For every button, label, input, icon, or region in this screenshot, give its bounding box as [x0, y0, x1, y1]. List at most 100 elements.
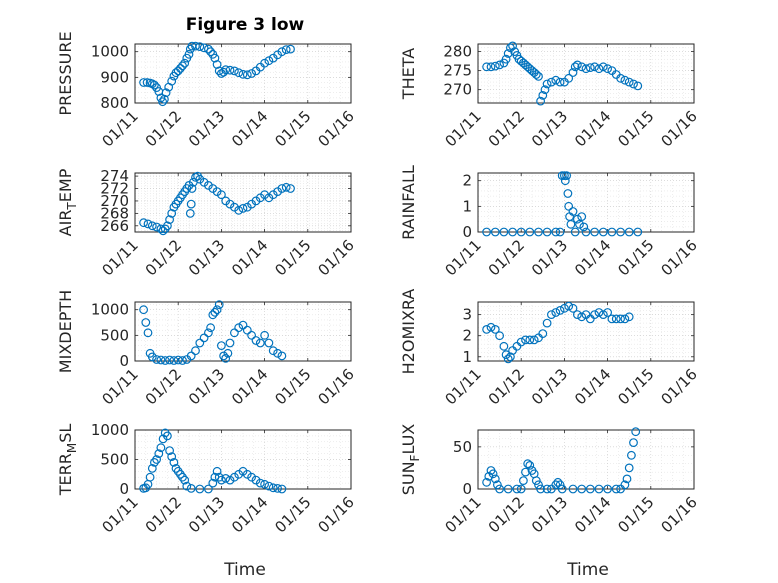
data-point	[624, 227, 634, 237]
data-point	[152, 222, 162, 232]
data-point	[590, 310, 599, 320]
data-point	[486, 322, 496, 332]
y-axis-label-terr_msl: TERRMSL	[56, 424, 79, 497]
data-point	[568, 484, 578, 494]
y-tick-label: 1000	[91, 43, 129, 61]
data-point	[277, 484, 287, 494]
data-point	[199, 333, 209, 343]
data-point	[139, 305, 149, 315]
data-point	[191, 41, 200, 51]
y-tick-label: 0	[119, 352, 129, 370]
x-tick-label: 01/16	[658, 493, 701, 536]
x-tick-label: 01/14	[571, 236, 614, 279]
data-point	[616, 314, 625, 324]
x-tick-label: 01/13	[185, 493, 228, 536]
data-point	[603, 308, 612, 317]
data-point	[603, 484, 612, 494]
x-tick-label: 01/14	[228, 493, 271, 536]
data-point	[225, 199, 235, 209]
x-axis-label-left: Time	[223, 560, 266, 580]
data-point	[501, 54, 511, 64]
data-point	[564, 301, 574, 311]
data-point	[490, 61, 500, 71]
data-point	[598, 62, 608, 72]
data-point	[620, 75, 630, 85]
data-point	[219, 351, 229, 361]
x-tick-label: 01/14	[571, 107, 614, 150]
data-point	[149, 458, 159, 467]
data-point	[167, 208, 177, 218]
y-axis-label-rainfall: RAINFALL	[399, 165, 418, 240]
data-point	[255, 478, 265, 488]
data-point	[221, 65, 231, 75]
data-point	[264, 338, 274, 348]
panel-air_temp: 01/11 01/12 01/13 01/14 01/15 01/162662682702…	[56, 167, 358, 279]
x-tick-label: 01/13	[185, 365, 228, 408]
x-tick-label: 01/12	[142, 365, 185, 408]
data-point	[577, 62, 587, 72]
axes-border	[477, 301, 695, 362]
data-point	[542, 79, 552, 89]
x-tick-label: 01/14	[228, 365, 271, 408]
x-tick-label: 01/15	[271, 365, 314, 408]
y-tick-label: 3	[462, 306, 472, 324]
data-point	[260, 330, 270, 340]
data-point	[178, 472, 187, 482]
data-point	[516, 484, 526, 494]
data-point	[221, 354, 231, 363]
data-point	[203, 44, 213, 54]
data-point	[482, 477, 492, 487]
x-tick-label: 01/13	[528, 107, 571, 150]
axes-frame	[477, 429, 695, 490]
data-point	[570, 227, 580, 237]
data-point	[212, 60, 222, 69]
data-point	[603, 64, 612, 74]
data-point	[629, 79, 638, 89]
data-point	[203, 180, 213, 190]
data-point	[273, 484, 283, 493]
axes-border	[134, 43, 352, 104]
panel-sun_flux: 01/11 01/12 01/13 01/14 01/15 01/16 0 50 SUNFLUX	[399, 424, 701, 537]
data-point	[490, 474, 500, 484]
data-point	[547, 77, 556, 87]
data-point	[147, 221, 157, 231]
y-axis-label-h2omixra: H2OMIXRA	[399, 289, 418, 375]
data-point	[551, 227, 561, 237]
data-point	[273, 348, 283, 358]
data-point	[216, 341, 226, 351]
data-point	[495, 331, 505, 341]
data-point	[616, 73, 625, 83]
data-point	[534, 227, 543, 237]
data-point	[547, 310, 556, 320]
data-point	[178, 356, 187, 365]
data-point	[156, 355, 166, 365]
x-tick-label: 01/11	[442, 493, 485, 536]
data-point	[203, 328, 213, 338]
data-point	[206, 323, 216, 333]
data-point	[519, 476, 528, 486]
data-point	[538, 90, 548, 100]
x-tick-label: 01/12	[142, 493, 185, 536]
data-point	[247, 69, 257, 78]
x-tick-label: 01/13	[528, 236, 571, 279]
data-point	[611, 314, 621, 324]
data-point	[575, 219, 584, 229]
data-point	[551, 75, 561, 85]
data-point	[495, 484, 505, 494]
data-point	[540, 85, 550, 95]
data-point	[167, 452, 177, 462]
data-point	[585, 484, 595, 494]
x-tick-label: 01/15	[271, 493, 314, 536]
data-point	[162, 221, 172, 231]
data-point	[482, 325, 492, 334]
data-point	[555, 306, 565, 315]
y-tick-label: 1	[462, 197, 472, 215]
x-tick-label: 01/11	[99, 493, 142, 536]
data-point	[165, 355, 175, 365]
data-point	[570, 62, 580, 72]
data-point	[573, 310, 582, 320]
x-tick-label: 01/16	[658, 365, 701, 408]
data-point	[531, 70, 541, 79]
data-point	[551, 308, 561, 317]
x-tick-label: 01/15	[271, 107, 314, 150]
